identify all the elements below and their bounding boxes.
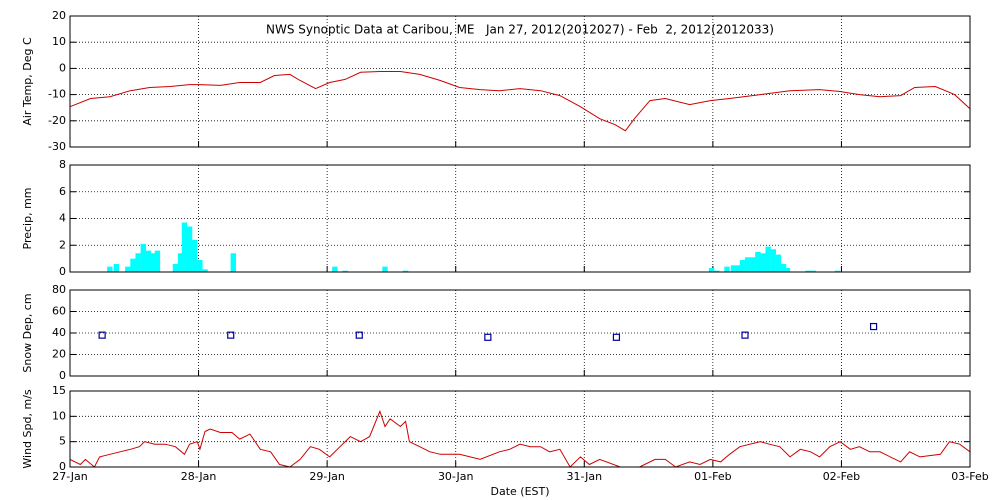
y-tick-label: 0: [59, 265, 66, 278]
marker: [484, 333, 492, 341]
marker: [741, 331, 749, 339]
bar: [192, 239, 198, 272]
bar: [186, 226, 193, 272]
bar: [230, 253, 236, 272]
bar: [714, 270, 720, 272]
bar: [202, 269, 208, 272]
marker: [869, 322, 878, 331]
bar: [765, 246, 771, 272]
y-tick-label: 10: [52, 35, 66, 48]
y-tick-label: 10: [52, 409, 66, 422]
y-tick-label: 20: [52, 348, 66, 361]
bar: [150, 253, 157, 272]
bar: [750, 257, 756, 272]
y-tick-label: -30: [48, 140, 66, 153]
x-tick-label: 29-Jan: [309, 470, 345, 483]
line: [69, 71, 971, 132]
y-tick-label: 0: [59, 369, 66, 382]
plot-frame: [69, 289, 971, 377]
y-tick-label: 5: [59, 435, 66, 448]
y-tick-label: 6: [59, 185, 66, 198]
bar: [805, 270, 811, 272]
x-tick-label: 28-Jan: [181, 470, 217, 483]
y-tick-label: 4: [59, 212, 66, 225]
bar: [342, 270, 348, 272]
marker: [227, 331, 235, 339]
bar: [730, 265, 737, 272]
chart-title: NWS Synoptic Data at Caribou, ME Jan 27,…: [266, 23, 774, 37]
plot-frame: [69, 15, 971, 148]
bar: [172, 263, 179, 272]
bar: [135, 253, 141, 272]
y-tick-label: 8: [59, 158, 66, 171]
y-axis-label: Wind Spd, m/s: [21, 389, 34, 469]
x-tick-label: 30-Jan: [438, 470, 474, 483]
x-tick-label: 27-Jan: [52, 470, 88, 483]
bar: [107, 266, 113, 272]
y-tick-label: 40: [52, 326, 66, 339]
bar: [735, 265, 742, 272]
y-tick-label: 0: [59, 460, 66, 473]
x-tick-label: 03-Feb: [951, 470, 988, 483]
bar: [739, 259, 746, 272]
bar: [177, 253, 184, 272]
y-tick-label: 80: [52, 283, 66, 296]
y-tick-label: 20: [52, 9, 66, 22]
y-tick-label: 60: [52, 305, 66, 318]
marker: [355, 331, 363, 339]
y-tick-label: 2: [59, 238, 66, 251]
bar: [113, 263, 119, 272]
bar: [780, 263, 787, 272]
line: [69, 409, 971, 468]
bar: [130, 258, 136, 272]
bar: [810, 270, 816, 272]
bar: [332, 266, 338, 272]
x-tick-label: 02-Feb: [823, 470, 860, 483]
bar: [775, 254, 782, 272]
bar: [154, 250, 161, 272]
y-tick-label: 0: [59, 61, 66, 74]
bar: [125, 266, 131, 272]
bar: [755, 251, 761, 272]
bar: [197, 259, 203, 272]
marker: [98, 331, 106, 339]
x-tick-label: 31-Jan: [567, 470, 603, 483]
bar: [181, 222, 188, 272]
marker: [612, 333, 621, 341]
plot-frame: [69, 390, 971, 468]
bar: [382, 266, 388, 272]
bar: [708, 267, 715, 272]
y-tick-label: -10: [48, 88, 66, 101]
x-tick-label: 01-Feb: [694, 470, 731, 483]
y-axis-label: Precip, mm: [21, 188, 34, 250]
bar: [834, 270, 841, 272]
y-tick-label: -20: [48, 114, 66, 127]
bar: [724, 266, 730, 272]
bar: [145, 250, 152, 272]
plot-frame: [69, 164, 971, 273]
x-axis-label: Date (EST): [490, 485, 549, 498]
bar: [140, 243, 146, 272]
bar: [744, 257, 751, 272]
bar: [402, 270, 409, 272]
y-axis-label: Air Temp, Deg C: [21, 37, 34, 126]
y-tick-label: 15: [52, 384, 66, 397]
bar: [770, 249, 776, 272]
bar: [760, 253, 766, 272]
bar: [784, 267, 791, 272]
y-axis-label: Snow Dep, cm: [21, 293, 34, 372]
